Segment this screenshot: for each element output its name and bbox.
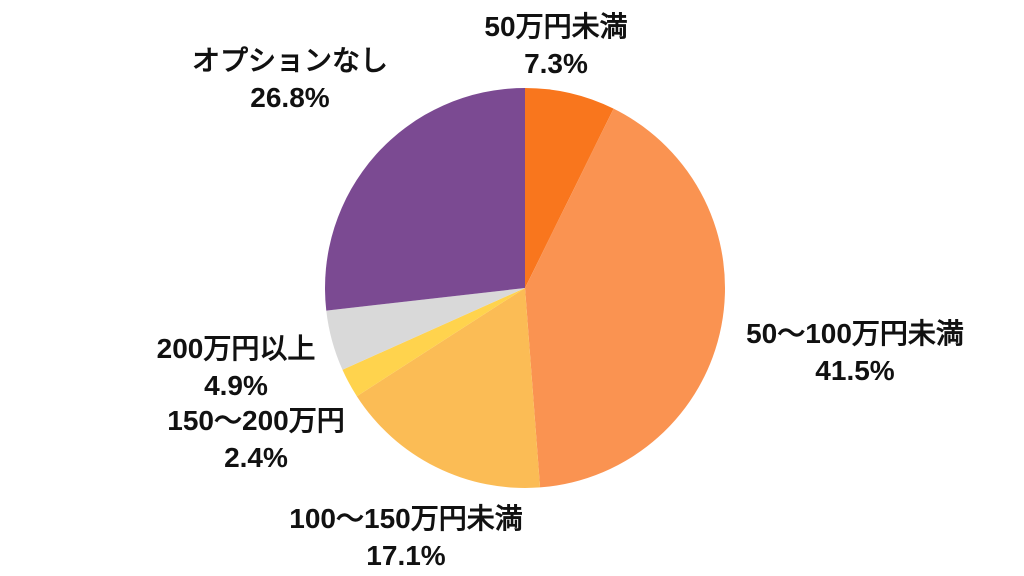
slice-label-text: 200万円以上 (156, 333, 316, 364)
slice-label-text: 50万円未満 (484, 11, 628, 42)
slice-label-no-option: オプションなし 26.8% (192, 42, 388, 116)
slice-label-percent: 17.1% (366, 540, 446, 571)
slice-label-200-plus: 200万円以上 4.9% (157, 330, 316, 404)
slice-label-percent: 4.9% (204, 370, 268, 401)
slice-label-percent: 2.4% (224, 442, 288, 473)
pie-slice-1 (525, 108, 725, 488)
slice-label-100-150: 100〜150万円未満 17.1% (289, 500, 522, 574)
pie-slice-2 (356, 288, 541, 488)
slice-label-150-200: 150〜200万円 2.4% (167, 402, 344, 476)
pie-slice-5 (325, 88, 525, 311)
slice-label-percent: 7.3% (524, 48, 588, 79)
slice-label-percent: 26.8% (250, 82, 330, 113)
slice-label-text: 50〜100万円未満 (746, 318, 964, 349)
slice-label-percent: 41.5% (815, 355, 895, 386)
pie-slice-4 (326, 288, 525, 370)
slice-label-text: オプションなし (191, 45, 389, 76)
slice-label-text: 100〜150万円未満 (289, 503, 523, 534)
pie-slice-0 (525, 88, 614, 288)
slice-label-under-50: 50万円未満 7.3% (484, 8, 627, 82)
slice-label-50-100: 50〜100万円未満 41.5% (746, 315, 964, 389)
pie-slice-3 (342, 288, 525, 397)
slice-label-text: 150〜200万円 (167, 405, 345, 436)
